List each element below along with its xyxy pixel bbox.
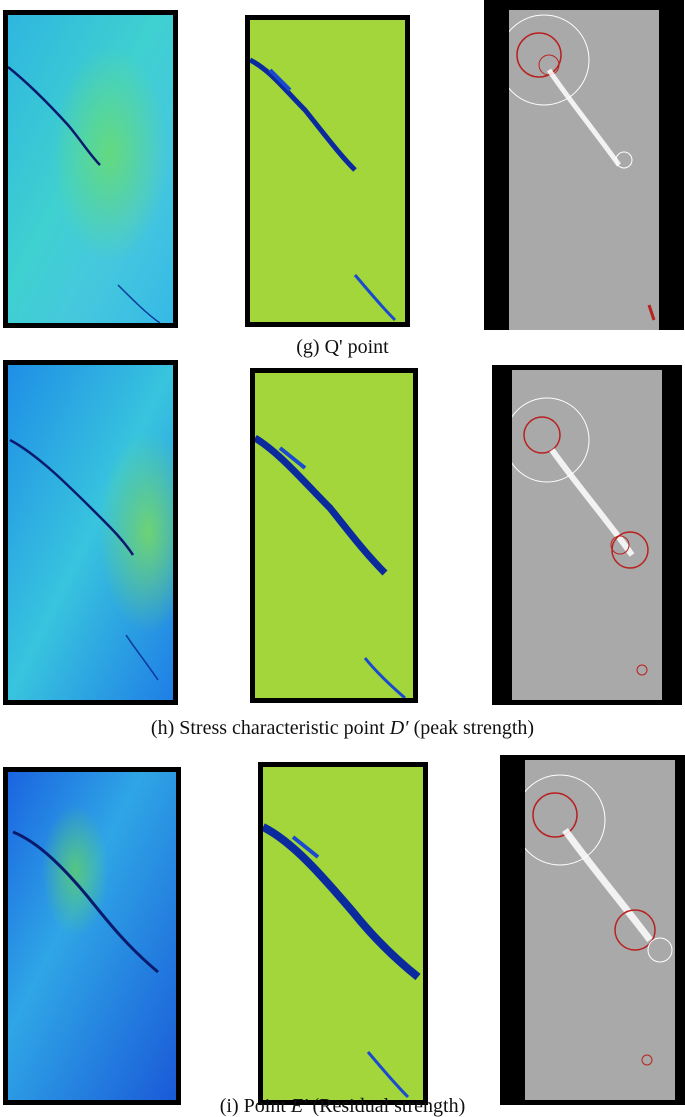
caption-i-prefix: (i) Point: [219, 1095, 291, 1117]
strain-field-image-g: [250, 20, 405, 322]
acoustic-emission-panel-i: [500, 755, 685, 1105]
strain-field-panel-g: [245, 15, 410, 327]
caption-i: (i) Point E′ (Residual strength): [0, 1095, 685, 1117]
caption-h-symbol: D′: [389, 717, 409, 739]
acoustic-emission-panel-g: [484, 0, 684, 330]
strain-field-panel-i: [258, 762, 428, 1105]
caption-h: (h) Stress characteristic point D′ (peak…: [0, 717, 685, 739]
displacement-field-image-g: [8, 15, 173, 323]
caption-g: (g) Q' point: [0, 336, 685, 358]
acoustic-emission-image-g: [509, 10, 659, 330]
caption-i-symbol: E′: [290, 1095, 308, 1117]
strain-field-panel-h: [250, 368, 418, 703]
caption-i-suffix: (Residual strength): [307, 1095, 466, 1117]
figure-row-h: (h) Stress characteristic point D′ (peak…: [0, 360, 685, 745]
caption-g-prefix: (g) Q' point: [296, 336, 389, 358]
acoustic-emission-image-h: [512, 370, 662, 700]
acoustic-emission-panel-h: [492, 365, 682, 705]
figure-row-g: (g) Q' point: [0, 0, 685, 360]
caption-h-prefix: (h) Stress characteristic point: [150, 717, 390, 739]
acoustic-emission-image-i: [525, 760, 675, 1100]
caption-h-suffix: (peak strength): [408, 717, 535, 739]
displacement-field-image-h: [8, 365, 173, 700]
figure-row-i: (i) Point E′ (Residual strength): [0, 745, 685, 1117]
strain-field-image-h: [255, 373, 413, 698]
displacement-field-panel-h: [3, 360, 178, 705]
strain-field-image-i: [263, 767, 423, 1100]
displacement-field-panel-g: [3, 10, 178, 328]
displacement-field-panel-i: [3, 767, 181, 1105]
displacement-field-image-i: [8, 772, 176, 1100]
